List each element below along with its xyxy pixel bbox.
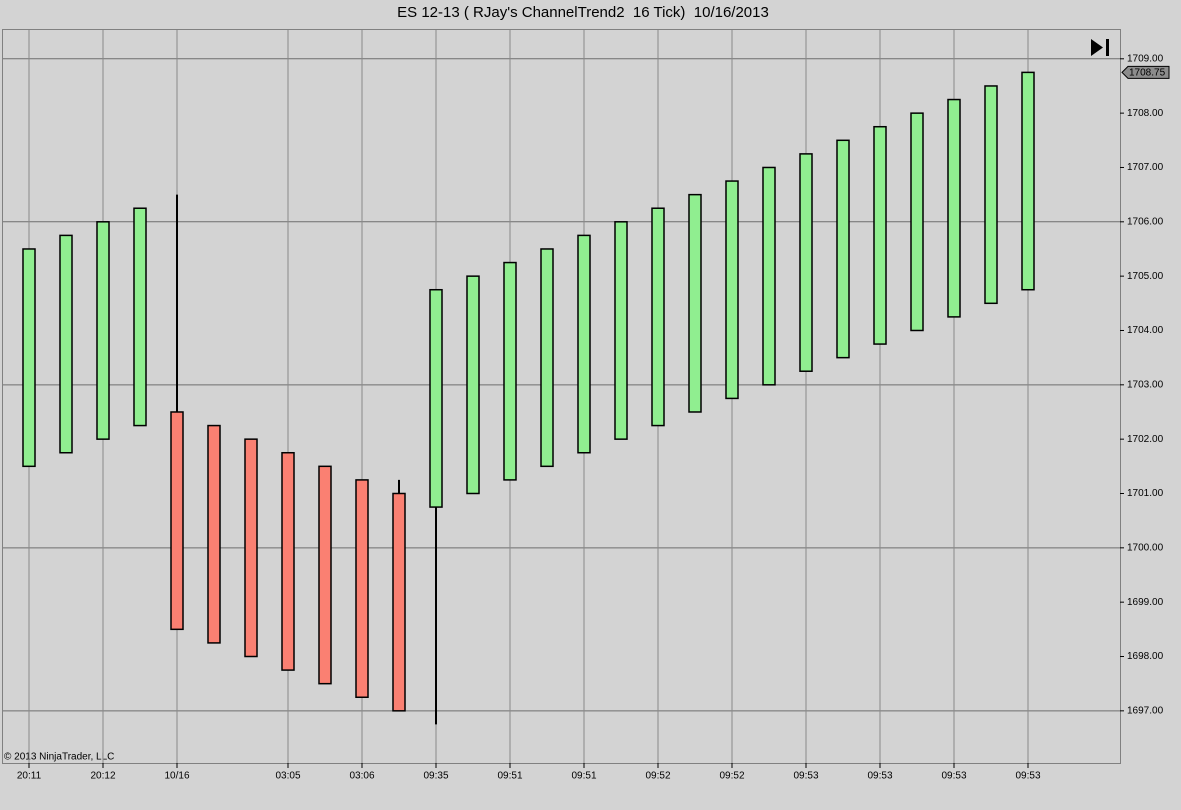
y-tick-label: 1704.00 [1127, 325, 1164, 336]
candle-body [244, 438, 258, 658]
last-price-label: 1708.75 [1129, 68, 1166, 79]
candle-body [59, 234, 73, 454]
x-tick-label: 03:05 [275, 771, 300, 782]
y-tick-label: 1702.00 [1127, 434, 1164, 445]
candle-body [799, 153, 813, 372]
candle-body [577, 234, 591, 454]
y-tick-label: 1697.00 [1127, 705, 1164, 716]
candle-body [1021, 71, 1035, 291]
candle-body [466, 275, 480, 495]
candle-body [725, 180, 739, 400]
candle-body [873, 125, 887, 345]
y-tick-label: 1700.00 [1127, 542, 1164, 553]
y-tick-label: 1701.00 [1127, 488, 1164, 499]
y-tick-label: 1698.00 [1127, 651, 1164, 662]
x-tick-label: 09:35 [423, 771, 448, 782]
candle-body [392, 492, 406, 712]
x-tick-label: 09:53 [1015, 771, 1040, 782]
plot-area [2, 29, 1121, 764]
chart-title: ES 12-13 ( RJay's ChannelTrend2 16 Tick)… [397, 4, 769, 21]
y-tick-label: 1709.00 [1127, 53, 1164, 64]
x-tick-label: 09:53 [941, 771, 966, 782]
candle-body [22, 248, 36, 468]
candle-body [947, 98, 961, 318]
candle-body [96, 221, 110, 440]
y-tick-label: 1708.00 [1127, 108, 1164, 119]
x-tick-label: 20:11 [17, 771, 42, 782]
x-tick-label: 10/16 [164, 771, 189, 782]
last-price-marker [1121, 65, 1170, 79]
candle-body [651, 207, 665, 427]
x-tick-label: 09:53 [793, 771, 818, 782]
candle-body [540, 248, 554, 468]
y-tick-label: 1703.00 [1127, 379, 1164, 390]
x-tick-label: 20:12 [90, 771, 115, 782]
x-tick-label: 03:06 [349, 771, 374, 782]
y-tick-label: 1699.00 [1127, 597, 1164, 608]
candle-body [133, 207, 147, 427]
scroll-end-icon[interactable] [1091, 39, 1109, 56]
candle-body [355, 479, 369, 699]
candle-body [503, 261, 517, 481]
x-tick-label: 09:53 [867, 771, 892, 782]
x-tick-label: 09:52 [645, 771, 670, 782]
copyright: © 2013 NinjaTrader, LLC [4, 752, 114, 763]
candle-body [984, 85, 998, 305]
candle-body [910, 112, 924, 332]
candle-body [318, 465, 332, 685]
candle-body [614, 221, 628, 440]
candle-body [836, 139, 850, 359]
candle-body [207, 424, 221, 644]
candle-body [762, 166, 776, 386]
y-tick-label: 1707.00 [1127, 162, 1164, 173]
x-tick-label: 09:51 [571, 771, 596, 782]
candle-body [170, 411, 184, 631]
candle-body [688, 193, 702, 413]
candle-body [281, 451, 295, 671]
y-tick-label: 1705.00 [1127, 271, 1164, 282]
x-tick-label: 09:51 [497, 771, 522, 782]
y-tick-label: 1706.00 [1127, 216, 1164, 227]
x-tick-label: 09:52 [719, 771, 744, 782]
candle-body [429, 288, 443, 508]
